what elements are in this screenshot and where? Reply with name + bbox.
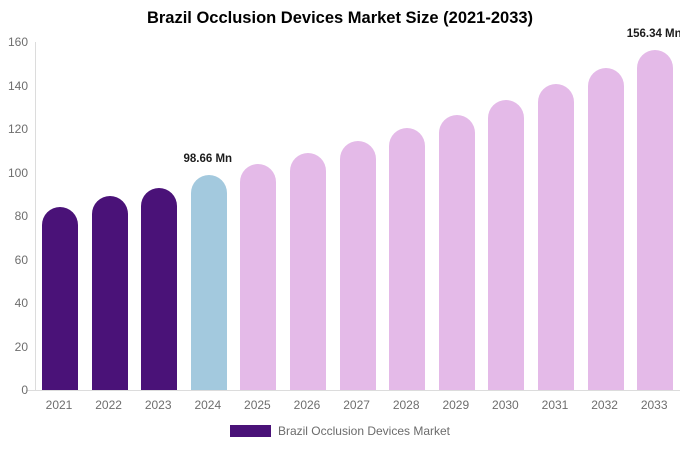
chart-title: Brazil Occlusion Devices Market Size (20… (146, 9, 534, 27)
y-tick-label-60: 60 (14, 252, 28, 267)
bar-2024 (190, 175, 227, 390)
x-tick-label-2022: 2022 (95, 398, 122, 412)
y-tick-label-160: 160 (7, 35, 28, 49)
bar-2033 (637, 49, 674, 390)
x-tick-label-2026: 2026 (293, 398, 321, 412)
y-tick-label-140: 140 (7, 78, 28, 93)
bar-2022 (91, 196, 128, 390)
value-label-2033: 156.34 Mn (626, 27, 680, 40)
bar-2026 (290, 152, 326, 390)
value-label-2024: 98.66 Mn (183, 153, 233, 166)
bar-2032 (587, 68, 624, 390)
legend-swatch-icon (229, 425, 271, 437)
x-tick-label-2021: 2021 (45, 398, 73, 412)
bar-2031 (538, 84, 574, 390)
y-tick-label-100: 100 (7, 165, 28, 180)
x-axis-line (26, 390, 680, 391)
y-tick-label-0: 0 (21, 383, 28, 397)
y-tick-label-120: 120 (7, 122, 28, 136)
x-tick-label-2025: 2025 (244, 398, 271, 412)
x-tick-label-2024: 2024 (194, 398, 222, 412)
y-tick-label-40: 40 (14, 296, 28, 310)
bar-2021 (42, 207, 78, 390)
y-tick-label-80: 80 (14, 209, 28, 223)
bar-2027 (339, 140, 376, 390)
x-tick-label-2029: 2029 (442, 398, 470, 412)
plot-area (35, 42, 680, 390)
bar-2025 (240, 163, 277, 390)
bar-2030 (488, 99, 525, 390)
x-tick-label-2027: 2027 (343, 398, 370, 412)
y-tick-label-20: 20 (14, 339, 28, 354)
x-tick-label-2028: 2028 (392, 398, 420, 412)
chart-legend: Brazil Occlusion Devices Market (0, 424, 680, 438)
x-tick-label-2031: 2031 (541, 398, 569, 412)
bar-2029 (438, 114, 475, 390)
bar-2028 (389, 127, 426, 390)
x-tick-label-2023: 2023 (144, 398, 172, 412)
legend-label: Brazil Occlusion Devices Market (277, 424, 451, 438)
x-tick-label-2033: 2033 (640, 398, 668, 412)
x-tick-label-2032: 2032 (591, 398, 618, 412)
bar-2023 (141, 187, 178, 390)
x-tick-label-2030: 2030 (492, 398, 519, 412)
